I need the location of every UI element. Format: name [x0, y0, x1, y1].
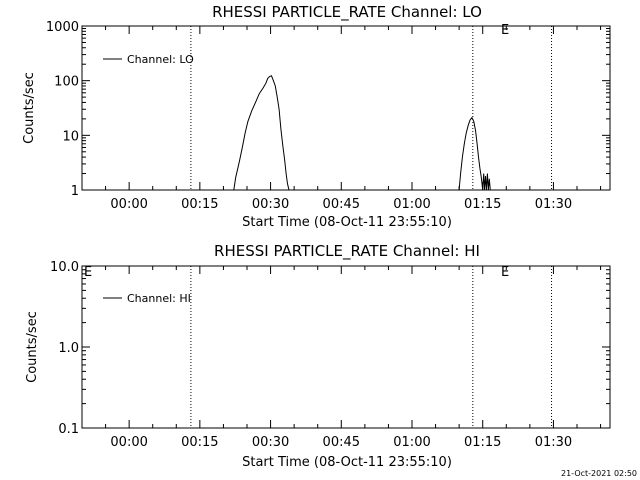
x-tick-label: 01:30 — [535, 197, 572, 212]
corner-label: E — [84, 265, 92, 280]
x-tick-label: 00:15 — [181, 197, 218, 212]
x-tick-label: 00:00 — [110, 435, 147, 450]
x-tick-label: 01:00 — [393, 435, 430, 450]
x-tick-label: 00:30 — [252, 435, 289, 450]
x-axis-label: Start Time (08-Oct-11 23:55:10) — [242, 215, 452, 230]
x-tick-label: 00:30 — [252, 197, 289, 212]
x-axis-ticks: 00:00 00:15 00:30 00:45 01:00 01:15 01:30 — [81, 26, 602, 212]
x-tick-label: 01:15 — [464, 435, 501, 450]
y-tick-label: 0.1 — [58, 422, 79, 437]
y-tick-label: 1.0 — [58, 341, 79, 356]
x-tick-label: 01:15 — [464, 197, 501, 212]
x-axis-ticks: 00:00 00:15 00:30 00:45 01:00 01:15 01:30 — [81, 266, 602, 450]
y-tick-label: 100 — [54, 75, 79, 90]
x-axis-label: Start Time (08-Oct-11 23:55:10) — [242, 455, 452, 470]
panel-lo: RHESSI PARTICLE_RATE Channel: LO E 00:00… — [22, 3, 611, 230]
x-tick-label: 01:00 — [393, 197, 430, 212]
chart-title: RHESSI PARTICLE_RATE Channel: HI — [214, 242, 480, 261]
x-tick-label: 00:00 — [110, 197, 147, 212]
y-tick-label: 1000 — [46, 20, 79, 35]
legend-label: Channel: LO — [127, 53, 194, 66]
chart-title: RHESSI PARTICLE_RATE Channel: LO — [212, 3, 482, 22]
x-tick-label: 01:30 — [535, 435, 572, 450]
series-line — [458, 116, 492, 191]
x-tick-label: 00:45 — [323, 435, 360, 450]
panel-hi: RHESSI PARTICLE_RATE Channel: HI E E 00:… — [25, 242, 611, 470]
plot-frame — [81, 25, 611, 191]
y-axis-label: Counts/sec — [25, 311, 40, 383]
series-lines — [233, 75, 492, 191]
series-line — [233, 75, 290, 191]
y-axis-ticks: 1 10 100 1000 — [46, 20, 610, 199]
y-tick-label: 1 — [71, 184, 79, 199]
y-tick-label: 10.0 — [50, 260, 79, 275]
event-label: E — [501, 23, 509, 38]
event-label: E — [501, 265, 509, 280]
y-tick-label: 10 — [62, 129, 79, 144]
x-tick-label: 00:45 — [323, 197, 360, 212]
x-tick-label: 00:15 — [181, 435, 218, 450]
timestamp-stamp: 21-Oct-2021 02:50 — [561, 469, 637, 478]
legend: Channel: LO — [103, 53, 194, 66]
y-axis-label: Counts/sec — [22, 72, 37, 144]
plot-frame — [81, 265, 611, 429]
event-lines — [190, 26, 553, 190]
legend-label: Channel: HI — [127, 292, 191, 305]
event-lines — [190, 266, 553, 428]
legend: Channel: HI — [103, 292, 191, 305]
y-axis-ticks: 0.1 1.0 10.0 — [50, 260, 610, 437]
